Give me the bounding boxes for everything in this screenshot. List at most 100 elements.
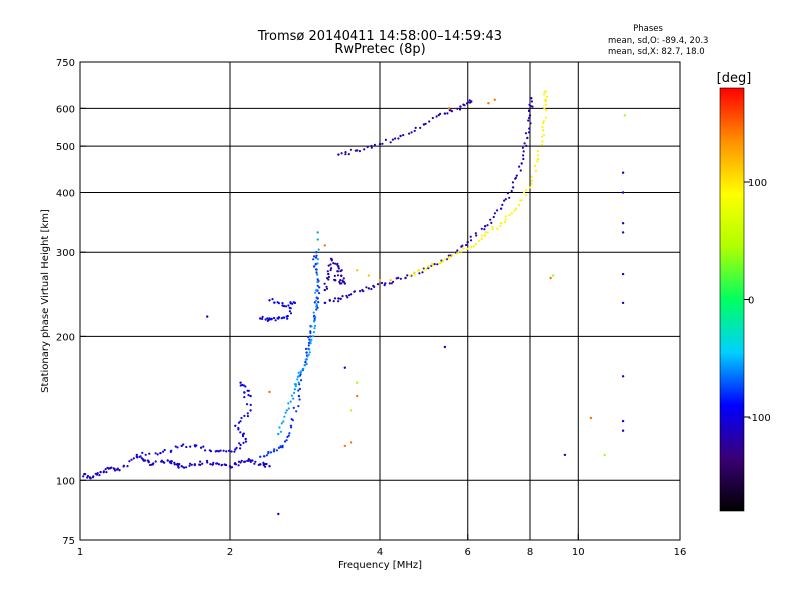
- echo-point: [144, 453, 147, 456]
- echo-point: [397, 137, 400, 140]
- echo-point: [528, 127, 531, 130]
- echo-point: [312, 320, 316, 323]
- echo-point: [114, 469, 117, 472]
- echo-point: [487, 102, 490, 105]
- echo-point: [265, 454, 268, 457]
- echo-point: [356, 381, 359, 384]
- echo-point: [326, 270, 329, 273]
- echo-point: [529, 122, 532, 125]
- echo-point: [292, 397, 295, 400]
- echo-point: [458, 108, 462, 111]
- echo-point: [399, 134, 402, 138]
- echo-point: [316, 262, 319, 265]
- echo-point: [475, 234, 478, 237]
- echo-point: [402, 134, 405, 137]
- echo-point: [316, 273, 319, 276]
- echo-point: [310, 325, 313, 328]
- echo-point: [261, 317, 264, 320]
- echo-point: [316, 258, 319, 261]
- echo-point: [259, 317, 262, 320]
- echo-point: [536, 149, 539, 153]
- echo-point: [345, 294, 348, 297]
- echo-point: [486, 231, 489, 234]
- echo-point: [247, 459, 250, 462]
- echo-point: [177, 464, 180, 467]
- echo-point: [528, 116, 531, 119]
- chart-subtitle: RwPretec (8p): [334, 42, 425, 57]
- echo-point: [399, 277, 402, 280]
- echo-point: [170, 460, 173, 463]
- echo-point: [228, 465, 232, 468]
- echo-point: [406, 274, 409, 277]
- echo-point: [130, 458, 133, 461]
- echo-point: [343, 444, 346, 448]
- echo-point: [448, 255, 451, 258]
- echo-points: [82, 90, 626, 516]
- echo-point: [313, 324, 317, 327]
- echo-point: [267, 452, 270, 455]
- phase-heading: Phases: [633, 24, 663, 34]
- echo-point: [530, 175, 533, 178]
- echo-point: [506, 192, 509, 195]
- echo-point: [334, 279, 337, 282]
- echo-point: [286, 314, 289, 318]
- echo-point: [242, 441, 245, 444]
- echo-point: [148, 452, 151, 455]
- echo-point: [220, 464, 223, 467]
- echo-point: [472, 245, 475, 248]
- echo-point: [201, 462, 204, 465]
- echo-point: [270, 318, 273, 321]
- echo-point: [122, 464, 125, 467]
- echo-point: [135, 453, 138, 457]
- echo-point: [289, 307, 292, 310]
- echo-point: [309, 330, 312, 333]
- echo-point: [623, 114, 626, 117]
- echo-point: [259, 455, 262, 458]
- echo-point: [283, 415, 286, 418]
- echo-point: [543, 93, 546, 96]
- echo-point: [193, 464, 196, 467]
- echo-point: [337, 267, 340, 270]
- echo-point: [544, 103, 547, 107]
- echo-point: [414, 126, 417, 129]
- echo-point: [277, 432, 280, 436]
- echo-point: [182, 443, 185, 446]
- x-tick-label: 2: [227, 547, 233, 558]
- echo-point: [239, 431, 242, 434]
- echo-point: [163, 448, 166, 452]
- echo-point: [589, 416, 593, 420]
- echo-point: [336, 270, 339, 273]
- echo-point: [519, 169, 522, 172]
- echo-point: [314, 262, 317, 265]
- echo-point: [217, 463, 221, 466]
- echo-point: [480, 227, 483, 230]
- echo-point: [279, 430, 283, 433]
- echo-point: [312, 258, 315, 261]
- echo-point: [154, 452, 157, 455]
- echo-point: [603, 453, 606, 457]
- echo-point: [313, 301, 316, 304]
- echo-point: [136, 456, 139, 459]
- echo-point: [392, 280, 395, 283]
- echo-point: [310, 338, 313, 341]
- echo-point: [273, 448, 276, 451]
- echo-point: [247, 458, 250, 461]
- echo-point: [313, 255, 316, 258]
- echo-point: [300, 379, 303, 382]
- echo-point: [163, 461, 166, 464]
- echo-point: [370, 146, 373, 149]
- echo-point: [261, 315, 264, 318]
- echo-point: [418, 269, 421, 272]
- echo-point: [206, 461, 209, 464]
- echo-point: [413, 274, 416, 277]
- echo-point: [309, 340, 312, 343]
- echo-point: [304, 360, 307, 364]
- grid-lines: [80, 62, 680, 540]
- echo-point: [277, 446, 280, 449]
- echo-point: [315, 254, 318, 257]
- echo-point: [241, 435, 245, 438]
- echo-point: [525, 189, 528, 192]
- echo-point: [297, 371, 300, 374]
- echo-point: [489, 218, 492, 221]
